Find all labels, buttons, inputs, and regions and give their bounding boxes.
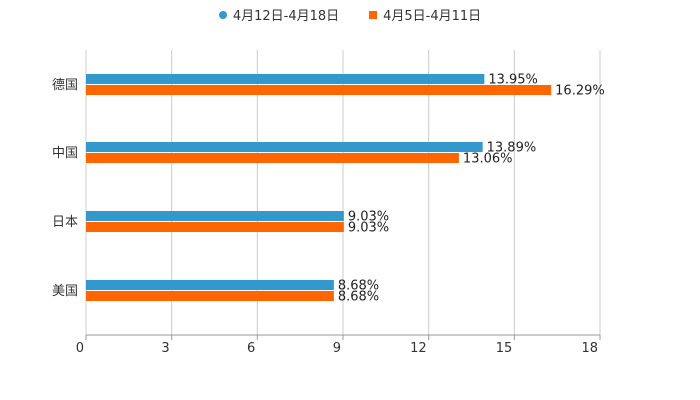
bar[interactable] (86, 142, 483, 152)
bar-value-label: 8.68% (338, 290, 379, 305)
x-tick-label: 6 (247, 341, 255, 356)
legend-item-series-2[interactable]: 4月5日-4月11日 (369, 5, 481, 24)
x-tick-label: 3 (161, 341, 169, 356)
x-tick-label: 0 (76, 341, 84, 356)
legend: 4月12日-4月18日 4月5日-4月11日 (0, 5, 700, 24)
x-tick-label: 12 (410, 341, 427, 356)
bar[interactable] (86, 85, 552, 95)
square-marker-icon (369, 10, 378, 19)
bar-value-label: 8.68% (338, 279, 379, 294)
category-label: 日本 (52, 215, 78, 230)
bar[interactable] (86, 222, 344, 232)
x-tick-label: 18 (581, 341, 598, 356)
bar-value-label: 13.89% (487, 141, 537, 156)
bar[interactable] (86, 291, 334, 301)
bar-value-label: 13.95% (488, 73, 538, 88)
bar[interactable] (86, 211, 344, 221)
legend-item-series-1[interactable]: 4月12日-4月18日 (218, 5, 340, 24)
bar-value-label: 13.06% (463, 152, 513, 167)
category-label: 美国 (52, 284, 78, 299)
bar[interactable] (86, 153, 459, 163)
x-tick-label: 15 (496, 341, 513, 356)
category-label: 中国 (52, 146, 78, 161)
legend-label: 4月12日-4月18日 (232, 9, 340, 24)
circle-marker-icon (218, 10, 227, 19)
bar-value-label: 9.03% (348, 210, 389, 225)
legend-label: 4月5日-4月11日 (383, 9, 482, 24)
bar-value-label: 9.03% (348, 221, 389, 236)
bar[interactable] (86, 280, 334, 290)
bar-value-label: 16.29% (555, 84, 605, 99)
bar[interactable] (86, 74, 485, 84)
x-tick-label: 9 (333, 341, 341, 356)
category-label: 德国 (52, 78, 78, 93)
